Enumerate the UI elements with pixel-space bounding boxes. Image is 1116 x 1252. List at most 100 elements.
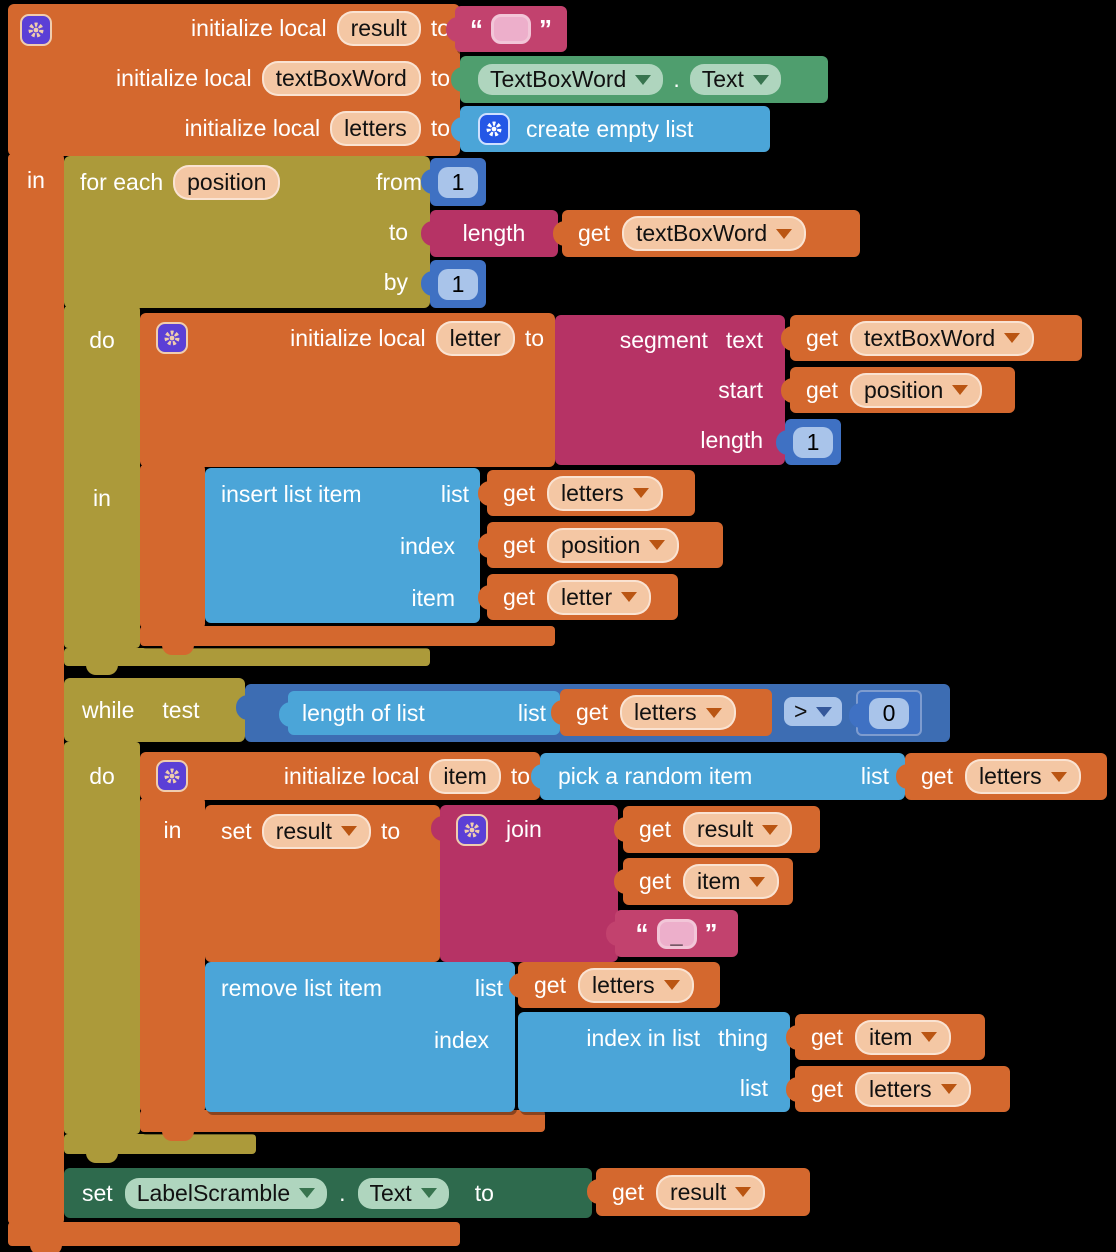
property-dropdown[interactable]: Text: [357, 1177, 449, 1209]
get-variable-block[interactable]: get result: [614, 806, 820, 853]
for-each-left-spine[interactable]: [64, 306, 140, 648]
keyword-get: get: [534, 971, 566, 998]
variable-name-field-letters[interactable]: letters: [330, 110, 421, 146]
set-result-block[interactable]: set result to: [205, 805, 440, 962]
get-variable-block[interactable]: get letters: [509, 962, 720, 1008]
variable-dropdown[interactable]: letters: [964, 759, 1081, 794]
variable-name-field-textboxword[interactable]: textBoxWord: [261, 60, 421, 96]
variable-dropdown[interactable]: result: [655, 1174, 766, 1210]
number-field[interactable]: 1: [438, 268, 478, 300]
variable-dropdown[interactable]: textBoxWord: [849, 320, 1035, 356]
get-variable-block[interactable]: get letter: [478, 574, 678, 620]
variable-dropdown[interactable]: letters: [577, 967, 694, 1003]
string-length-block[interactable]: length: [421, 210, 558, 257]
for-each-bottom-bar[interactable]: [64, 648, 430, 675]
variable-dropdown[interactable]: letter: [546, 579, 652, 615]
variable-dropdown[interactable]: letters: [546, 475, 663, 511]
init-item-bottom-bar[interactable]: [140, 1110, 545, 1141]
insert-list-item-block[interactable]: insert list item list index item: [205, 468, 480, 623]
variable-name-field-result[interactable]: result: [336, 10, 421, 46]
variable-dropdown[interactable]: result: [682, 812, 793, 847]
init-local-bottom-bar[interactable]: [8, 1222, 460, 1252]
component-dropdown[interactable]: LabelScramble: [124, 1177, 328, 1209]
property-dropdown[interactable]: Text: [689, 64, 781, 95]
keyword-start: start: [718, 376, 763, 403]
number-block-zero[interactable]: 0: [849, 690, 922, 736]
number-block-one[interactable]: 1: [421, 260, 486, 308]
component-getter-block[interactable]: TextBoxWord . Text: [451, 56, 828, 103]
get-variable-block[interactable]: get letters: [551, 689, 772, 736]
get-variable-block[interactable]: get item: [786, 1014, 985, 1060]
init-item-row: initialize local item to: [204, 754, 530, 798]
variable-dropdown[interactable]: letters: [619, 695, 736, 730]
number-block-one[interactable]: 1: [776, 419, 841, 465]
mutator-gear-icon[interactable]: [478, 113, 510, 145]
get-variable-block[interactable]: get letters: [896, 753, 1107, 800]
empty-string-block[interactable]: “ ”: [446, 6, 567, 52]
mutator-gear-icon[interactable]: [156, 760, 188, 792]
join-block[interactable]: join: [431, 805, 618, 962]
keyword-list: list: [440, 480, 469, 507]
init-letter-left-spine[interactable]: [140, 465, 205, 628]
loop-variable-field[interactable]: position: [173, 164, 281, 200]
variable-name: letters: [344, 114, 407, 141]
string-text-field[interactable]: _: [656, 918, 697, 949]
variable-dropdown[interactable]: textBoxWord: [621, 216, 807, 251]
pick-random-item-block[interactable]: pick a random item list: [531, 753, 905, 800]
variable-name: position: [187, 168, 267, 195]
get-variable-block[interactable]: get letters: [478, 470, 695, 516]
variable-dropdown[interactable]: result: [261, 813, 371, 849]
get-variable-block[interactable]: get position: [781, 367, 1015, 413]
init-local-item-block[interactable]: initialize local item to: [140, 752, 540, 800]
variable-name-field-letter[interactable]: letter: [435, 320, 515, 356]
number-field[interactable]: 1: [793, 426, 833, 458]
mutator-gear-icon[interactable]: [456, 814, 488, 846]
variable-name-field-item[interactable]: item: [429, 758, 501, 794]
number-field[interactable]: 0: [869, 697, 909, 729]
variable-dropdown[interactable]: item: [854, 1019, 952, 1055]
get-variable-block[interactable]: get result: [587, 1168, 810, 1216]
while-block[interactable]: while test: [64, 678, 245, 742]
init-item-left-spine[interactable]: [140, 798, 205, 1112]
get-variable-block[interactable]: get position: [478, 522, 723, 568]
variable-dropdown[interactable]: position: [546, 527, 680, 563]
segment-text-block[interactable]: segment text start length: [555, 315, 785, 465]
mutator-gear-icon[interactable]: [20, 14, 52, 46]
create-empty-list-block[interactable]: create empty list: [451, 106, 770, 152]
mutator-gear-icon[interactable]: [156, 322, 188, 354]
init-local-variables-block[interactable]: initialize local result to initialize lo…: [8, 4, 460, 156]
dropdown-arrow-icon: [940, 1084, 957, 1094]
get-variable-block[interactable]: get textBoxWord: [781, 315, 1082, 361]
while-bottom-bar[interactable]: [64, 1134, 256, 1163]
get-variable-block[interactable]: get item: [614, 858, 793, 905]
init-letter-bottom-bar[interactable]: [140, 626, 555, 655]
keyword-join: join: [506, 815, 542, 842]
variable-dropdown[interactable]: item: [682, 864, 780, 899]
variable-dropdown[interactable]: position: [849, 372, 983, 408]
underscore-string-block[interactable]: “ _ ”: [606, 910, 738, 957]
length-of-list-block[interactable]: length of list list: [279, 691, 560, 735]
variable-dropdown[interactable]: letters: [854, 1071, 971, 1107]
string-text-field[interactable]: [491, 14, 531, 44]
get-variable-block[interactable]: get letters: [786, 1066, 1010, 1112]
operator-dropdown[interactable]: >: [784, 697, 843, 726]
while-left-spine[interactable]: [64, 742, 140, 1134]
init-local-left-spine[interactable]: [8, 154, 64, 1224]
init-local-letter-block[interactable]: initialize local letter to: [140, 313, 555, 467]
variable-name: textBoxWord: [275, 64, 407, 91]
set-component-property-block[interactable]: set LabelScramble . Text to: [64, 1168, 592, 1218]
init-letters-row: initialize local letters to: [18, 106, 450, 150]
number-block-one[interactable]: 1: [421, 158, 486, 206]
number-field[interactable]: 1: [438, 166, 478, 198]
dropdown-arrow-icon: [776, 228, 793, 239]
comparison-block[interactable]: length of list list get letters > 0: [236, 684, 950, 742]
variable-name: result: [696, 816, 754, 842]
index-in-list-block[interactable]: index in list thing list: [518, 1012, 790, 1112]
get-variable-block[interactable]: get textBoxWord: [553, 210, 860, 257]
for-each-block[interactable]: for each position from to by: [64, 156, 430, 308]
remove-list-item-label: remove list item: [221, 974, 383, 1001]
remove-list-item-block[interactable]: remove list item list index: [205, 962, 515, 1112]
component-dropdown[interactable]: TextBoxWord: [478, 64, 664, 95]
variable-name: letters: [591, 971, 655, 998]
